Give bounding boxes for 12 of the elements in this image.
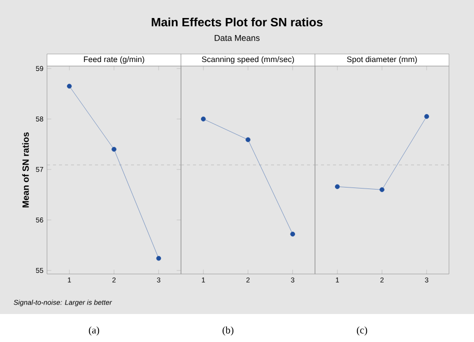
- point: [156, 256, 162, 261]
- y-axis-title: Mean of SN ratios: [22, 132, 29, 208]
- chart-title: Scanning speed (mm/sec): [202, 56, 294, 64]
- text: Main Effects Plot for SN ratios: [152, 18, 323, 26]
- point: [112, 146, 116, 152]
- text: Data Means: [214, 35, 260, 41]
- text: (b): [222, 326, 234, 336]
- text: (a): [88, 326, 100, 336]
- chart-title: Feed rate (g/min): [84, 56, 144, 64]
- point: [66, 84, 72, 89]
- chart-title: Spot diameter (mm): [347, 56, 417, 64]
- text: (c): [356, 326, 368, 336]
